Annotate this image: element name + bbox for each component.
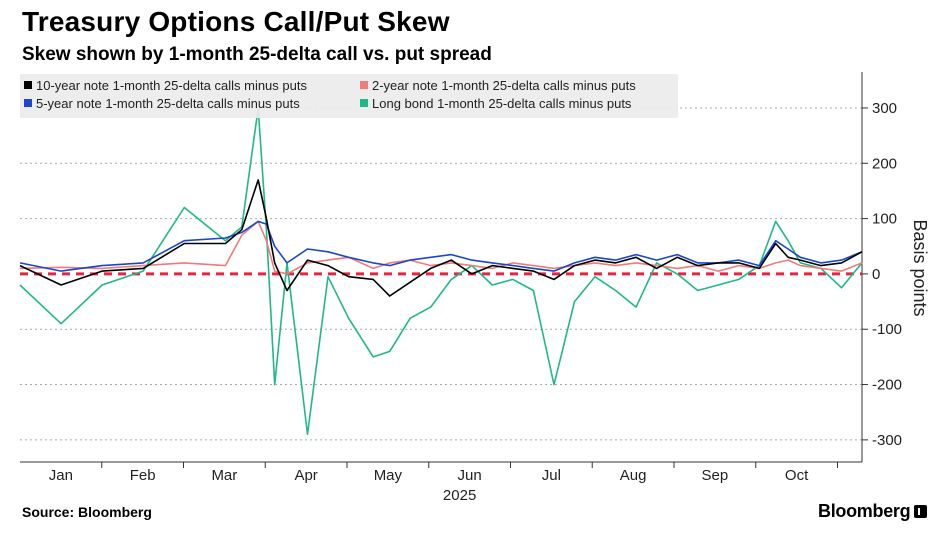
month-label: Sep [702, 467, 729, 484]
month-ticks: Jan Feb Mar Apr May Jun Jul Aug Sep Oct [49, 462, 838, 484]
y-axis-label: Basis points [910, 219, 930, 316]
legend-label: Long bond 1-month 25-delta calls minus p… [372, 96, 632, 111]
legend-swatch [360, 99, 368, 107]
chart-title: Treasury Options Call/Put Skew [22, 6, 450, 37]
y-tick-label: -300 [872, 432, 902, 449]
series-line [19, 220, 863, 272]
series-line [19, 220, 863, 275]
legend-background [20, 74, 678, 118]
month-label: Jul [542, 467, 561, 484]
legend-swatch [24, 81, 32, 89]
month-label: Feb [130, 467, 156, 484]
month-label: Aug [620, 467, 647, 484]
series-line [19, 179, 863, 297]
source-note: Source: Bloomberg [22, 504, 152, 520]
legend-swatch [360, 81, 368, 89]
y-tick-label: 100 [872, 211, 897, 228]
y-tick-label: 200 [872, 155, 897, 172]
month-label: Jan [49, 467, 73, 484]
bloomberg-logo: Bloomberg [818, 501, 928, 522]
month-label: Jun [458, 467, 482, 484]
terminal-icon [914, 505, 928, 518]
y-tick-label: 300 [872, 100, 897, 117]
series-line [19, 107, 863, 436]
chart-subtitle: Skew shown by 1-month 25-delta call vs. … [22, 44, 492, 65]
y-tick-labels: 300 200 100 0 -100 -200 -300 [862, 100, 902, 449]
legend-swatch [24, 99, 32, 107]
legend-label: 5-year note 1-month 25-delta calls minus… [36, 96, 300, 111]
year-label: 2025 [443, 487, 476, 504]
month-label: May [374, 467, 403, 484]
legend: 10-year note 1-month 25-delta calls minu… [20, 74, 678, 118]
series-lines [19, 107, 863, 436]
legend-label: 2-year note 1-month 25-delta calls minus… [372, 78, 636, 93]
month-label: Mar [211, 467, 237, 484]
y-tick-label: 0 [872, 266, 880, 283]
legend-label: 10-year note 1-month 25-delta calls minu… [36, 78, 307, 93]
month-label: Oct [785, 467, 809, 484]
brand-text: Bloomberg [818, 501, 911, 521]
month-label: Apr [294, 467, 317, 484]
y-tick-label: -200 [872, 377, 902, 394]
y-tick-label: -100 [872, 321, 902, 338]
